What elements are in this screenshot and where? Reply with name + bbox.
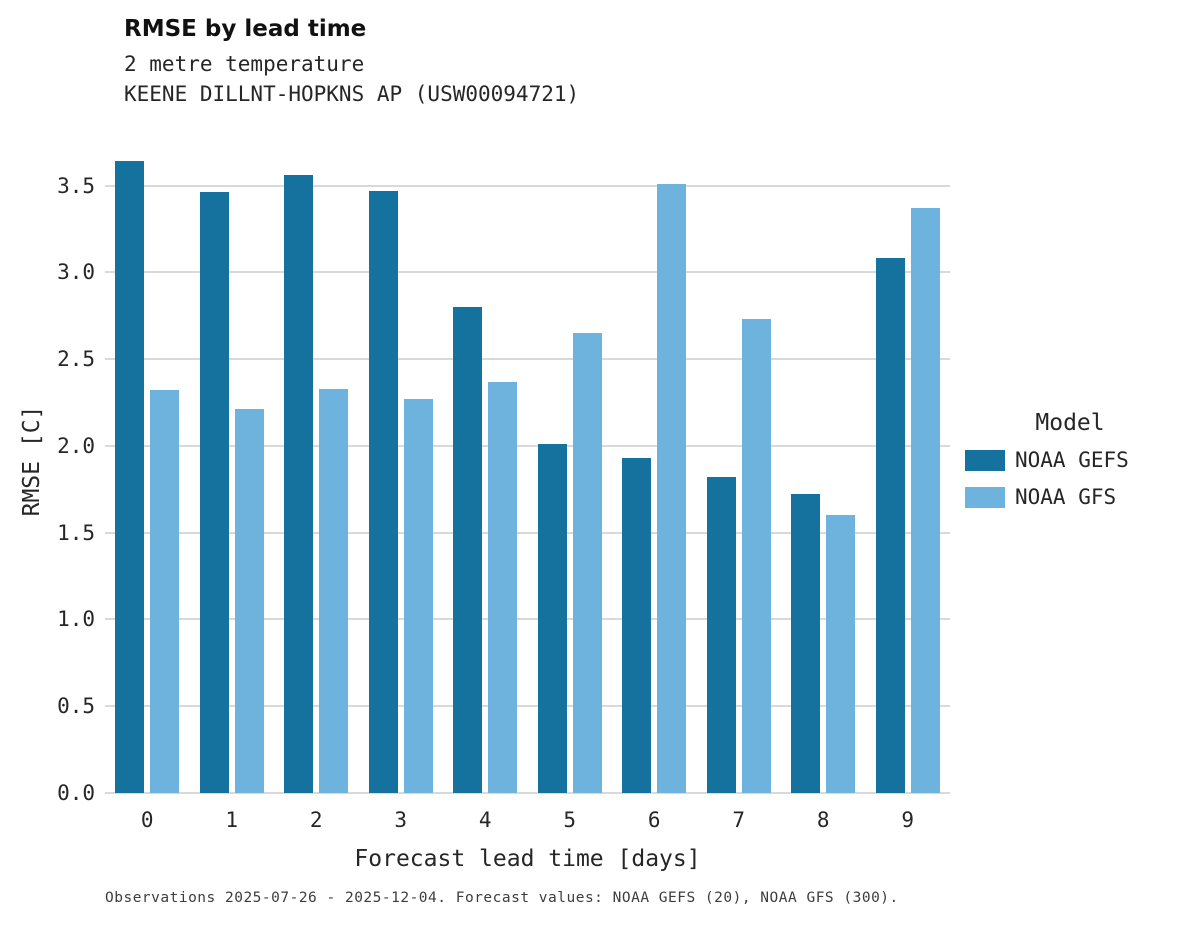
x-axis-ticks: 0 1 2 3 4 5 6 7 8 9 bbox=[105, 808, 950, 832]
bar-noaa-gefs bbox=[537, 444, 567, 793]
gridline bbox=[105, 618, 950, 621]
gridline bbox=[105, 184, 950, 187]
bar-noaa-gefs bbox=[284, 175, 314, 793]
legend: Model NOAA GEFS NOAA GFS bbox=[965, 410, 1175, 522]
bar-group-day-9 bbox=[866, 130, 951, 793]
figure-caption: Observations 2025-07-26 - 2025-12-04. Fo… bbox=[105, 890, 899, 906]
bar-noaa-gfs bbox=[910, 208, 940, 793]
bar-group-day-2 bbox=[274, 130, 359, 793]
bar-noaa-gfs bbox=[403, 399, 433, 793]
bar-group-day-7 bbox=[697, 130, 782, 793]
bar-noaa-gfs bbox=[150, 390, 180, 793]
bar-noaa-gefs bbox=[706, 477, 736, 793]
x-tick-label: 8 bbox=[816, 808, 830, 832]
y-tick-label: 0.0 bbox=[57, 781, 95, 805]
bar-noaa-gfs bbox=[741, 319, 771, 793]
y-tick-label: 3.0 bbox=[57, 260, 95, 285]
x-tick-label: 9 bbox=[901, 808, 915, 832]
bar-noaa-gfs bbox=[319, 388, 349, 793]
bar-group-day-1 bbox=[190, 130, 275, 793]
gridline bbox=[105, 705, 950, 708]
bar-group-day-4 bbox=[443, 130, 528, 793]
gridline bbox=[105, 358, 950, 361]
bar-noaa-gefs bbox=[622, 458, 652, 793]
bar-group-day-8 bbox=[781, 130, 866, 793]
bar-noaa-gfs bbox=[234, 409, 264, 793]
bar-noaa-gefs bbox=[368, 190, 398, 793]
chart-subtitle-station: KEENE DILLNT-HOPKNS AP (USW00094721) bbox=[124, 82, 580, 106]
bar-series-container bbox=[105, 130, 950, 793]
y-tick-label: 3.5 bbox=[57, 173, 95, 198]
legend-entries: NOAA GEFS NOAA GFS bbox=[965, 448, 1175, 509]
plot-area bbox=[105, 130, 950, 794]
chart-title: RMSE by lead time bbox=[124, 16, 367, 42]
gridline bbox=[105, 531, 950, 534]
chart-subtitle-variable: 2 metre temperature bbox=[124, 52, 365, 76]
y-tick-label: 0.5 bbox=[57, 694, 95, 719]
bar-noaa-gefs bbox=[791, 494, 821, 793]
legend-title: Model bbox=[1035, 410, 1105, 436]
y-axis-ticks: 0.0 0.5 1.0 1.5 2.0 2.5 3.0 3.5 bbox=[0, 130, 95, 805]
bar-noaa-gfs bbox=[572, 333, 602, 793]
bar-noaa-gefs bbox=[875, 258, 905, 793]
x-tick-label: 4 bbox=[478, 808, 492, 832]
gridline bbox=[105, 271, 950, 274]
legend-label: NOAA GFS bbox=[1015, 485, 1117, 509]
legend-swatch bbox=[965, 449, 1005, 471]
y-tick-label: 2.5 bbox=[57, 347, 95, 372]
bar-noaa-gfs bbox=[826, 515, 856, 793]
y-tick-label: 2.0 bbox=[57, 433, 95, 458]
bar-noaa-gefs bbox=[453, 307, 483, 793]
x-tick-label: 6 bbox=[647, 808, 661, 832]
bar-noaa-gfs bbox=[488, 381, 518, 793]
bar-group-day-5 bbox=[528, 130, 613, 793]
x-tick-label: 0 bbox=[140, 808, 154, 832]
legend-entry: NOAA GFS bbox=[965, 485, 1175, 509]
bar-noaa-gefs bbox=[115, 161, 145, 793]
x-tick-label: 1 bbox=[225, 808, 239, 832]
x-axis-label: Forecast lead time [days] bbox=[354, 846, 701, 872]
bar-noaa-gefs bbox=[199, 192, 229, 793]
y-tick-label: 1.5 bbox=[57, 520, 95, 545]
legend-label: NOAA GEFS bbox=[1015, 448, 1129, 472]
y-tick-label: 1.0 bbox=[57, 607, 95, 632]
legend-swatch bbox=[965, 486, 1005, 508]
bar-group-day-6 bbox=[612, 130, 697, 793]
bar-group-day-3 bbox=[359, 130, 444, 793]
legend-entry: NOAA GEFS bbox=[965, 448, 1175, 472]
bar-noaa-gfs bbox=[657, 183, 687, 793]
x-tick-label: 5 bbox=[563, 808, 577, 832]
bar-group-day-0 bbox=[105, 130, 190, 793]
gridline bbox=[105, 792, 950, 794]
x-tick-label: 2 bbox=[309, 808, 323, 832]
x-tick-label: 3 bbox=[394, 808, 408, 832]
x-tick-label: 7 bbox=[732, 808, 746, 832]
gridline bbox=[105, 444, 950, 447]
